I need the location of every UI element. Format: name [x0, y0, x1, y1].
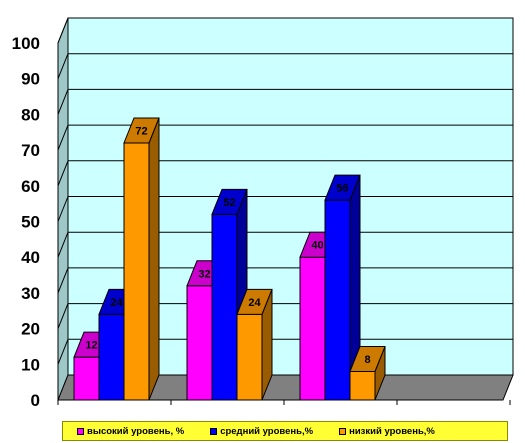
bar-medium — [211, 188, 248, 401]
data-label: 12 — [85, 340, 97, 352]
y-tick-label: 0 — [31, 391, 40, 410]
data-label: 52 — [223, 197, 235, 209]
y-tick-label: 80 — [21, 105, 40, 124]
legend: высокий уровень, % средний уровень,% низ… — [62, 421, 508, 441]
legend-label-medium: средний уровень,% — [220, 425, 314, 437]
legend-swatch-medium — [210, 427, 218, 435]
bar-low-front — [123, 142, 150, 401]
data-label: 24 — [248, 297, 261, 309]
bar-medium-front — [98, 313, 125, 401]
y-tick-label: 30 — [21, 284, 40, 303]
bar-low — [123, 117, 160, 401]
legend-label-low: низкий уровень,% — [349, 425, 435, 437]
gridline-side — [57, 17, 69, 44]
y-axis-ticks: 0 10 20 30 40 50 60 70 80 90 100 — [12, 34, 40, 410]
bars — [73, 117, 386, 401]
legend-swatch-high — [77, 427, 84, 435]
bar-high-front — [299, 256, 326, 401]
bar-low-top — [123, 117, 160, 144]
y-tick-label: 100 — [12, 34, 40, 53]
bar-medium-top — [211, 188, 248, 215]
gridline-side — [57, 160, 69, 186]
bar-low — [349, 345, 386, 401]
gridline-side — [57, 53, 69, 79]
data-label: 32 — [198, 268, 210, 280]
gridline-side — [57, 124, 69, 151]
bar-medium-front — [211, 213, 238, 401]
data-label: 72 — [135, 125, 147, 137]
data-label: 56 — [336, 183, 348, 195]
y-tick-label: 20 — [21, 320, 40, 339]
bar-low-front — [349, 370, 376, 401]
legend-item-low: низкий уровень,% — [339, 426, 435, 437]
gridline-side — [57, 303, 69, 329]
bar-high-front — [186, 285, 213, 401]
legend-label-high: высокий уровень, % — [87, 425, 185, 437]
gridline-side — [57, 196, 69, 222]
bar-medium-front — [324, 199, 351, 401]
bar-high-front — [73, 356, 100, 401]
y-tick-label: 40 — [21, 248, 40, 267]
bar-low-top — [349, 345, 386, 372]
bar-low — [236, 288, 273, 401]
y-tick-label: 60 — [21, 177, 40, 196]
gridline-side — [57, 89, 69, 115]
bar-low-front — [236, 313, 263, 401]
gridline-side — [57, 267, 69, 294]
bar-medium — [324, 174, 361, 401]
bar-low-side — [148, 117, 160, 401]
data-label: 8 — [364, 354, 370, 366]
data-label: 40 — [311, 240, 323, 252]
gridline-side — [57, 232, 69, 258]
bar-medium-top — [324, 174, 361, 201]
legend-item-high: высокий уровень, % — [77, 426, 184, 437]
data-labels: 12 24 72 32 52 24 40 56 8 — [85, 125, 370, 365]
gridline-side — [57, 339, 69, 365]
y-tick-label: 10 — [21, 355, 40, 374]
data-label: 24 — [110, 297, 123, 309]
bar-low-top — [236, 288, 273, 315]
y-tick-label: 70 — [21, 141, 40, 160]
legend-swatch-low — [339, 427, 347, 435]
legend-item-medium: средний уровень,% — [210, 426, 313, 437]
y-tick-label: 50 — [21, 213, 40, 232]
y-tick-label: 90 — [21, 70, 40, 89]
